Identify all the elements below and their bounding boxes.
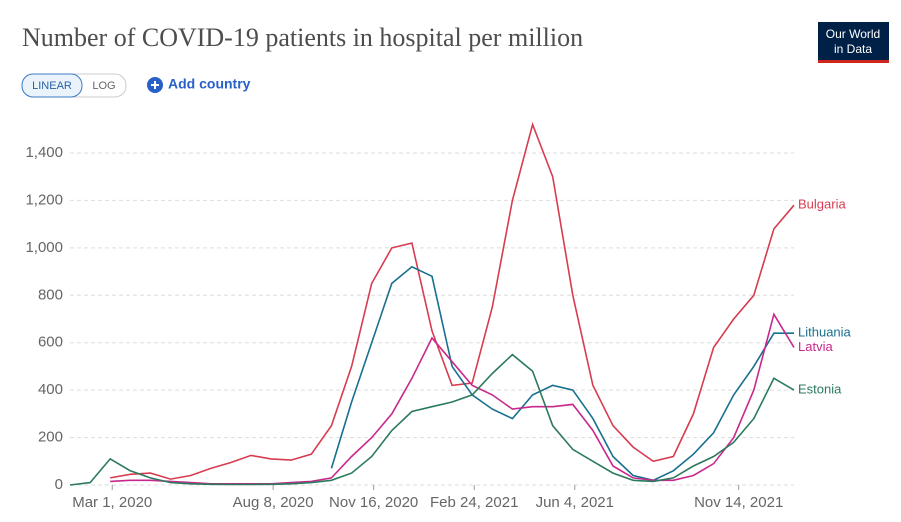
y-tick-label: 400 xyxy=(38,381,63,398)
series-label: Bulgaria xyxy=(798,197,846,212)
chart-title: Number of COVID-19 patients in hospital … xyxy=(22,23,583,52)
y-tick-label: 1,000 xyxy=(25,239,63,256)
series-label: Latvia xyxy=(798,339,833,354)
linear-label: LINEAR xyxy=(32,80,72,92)
logo-text: in Data xyxy=(834,42,872,56)
x-tick-label: Nov 14, 2021 xyxy=(694,494,783,511)
series-line xyxy=(110,121,795,480)
log-label[interactable]: LOG xyxy=(92,80,115,92)
logo-text: Our World xyxy=(826,27,880,41)
add-country[interactable]: Add country xyxy=(168,76,251,92)
x-tick-label: Mar 1, 2020 xyxy=(72,494,152,511)
y-tick-label: 0 xyxy=(55,476,63,493)
series-line xyxy=(330,265,794,482)
logo-bar xyxy=(818,60,889,63)
series-line xyxy=(69,353,795,486)
y-tick-label: 600 xyxy=(38,334,63,351)
add-plus xyxy=(151,81,159,89)
y-tick-label: 800 xyxy=(38,286,63,303)
series-label: Estonia xyxy=(798,382,842,397)
x-tick-label: Nov 16, 2020 xyxy=(329,494,418,511)
y-tick-label: 200 xyxy=(38,429,63,446)
y-tick-label: 1,200 xyxy=(25,191,63,208)
x-tick-label: Jun 4, 2021 xyxy=(536,494,614,511)
series-label: Lithuania xyxy=(798,325,852,340)
logo[interactable] xyxy=(818,22,889,62)
x-tick-label: Feb 24, 2021 xyxy=(430,494,518,511)
x-tick-label: Aug 8, 2020 xyxy=(233,494,314,511)
y-tick-label: 1,400 xyxy=(25,144,63,161)
linear-button[interactable] xyxy=(21,73,83,98)
